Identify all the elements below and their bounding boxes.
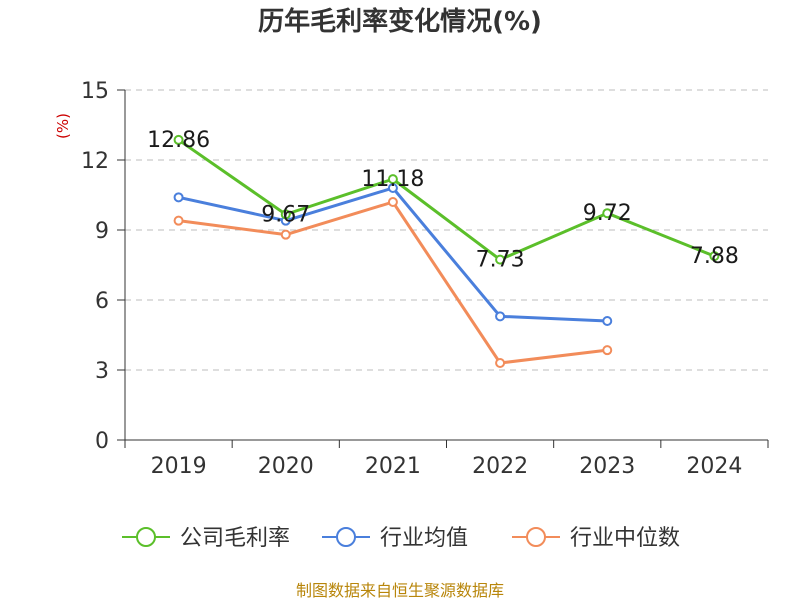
x-tick-label: 2020 xyxy=(258,454,314,479)
series-group xyxy=(173,134,720,368)
y-axis-label: (%) xyxy=(54,113,72,139)
legend: 公司毛利率 行业均值 行业中位数 xyxy=(122,526,680,551)
x-tick-label: 2023 xyxy=(579,454,635,479)
data-label: 7.88 xyxy=(690,244,739,269)
data-point xyxy=(602,208,613,219)
series-line xyxy=(178,186,608,323)
data-point xyxy=(495,254,506,265)
legend-marker xyxy=(526,527,546,547)
chart-title: 历年毛利率变化情况(%) xyxy=(258,6,542,37)
x-tick-label: 2021 xyxy=(365,454,421,479)
data-labels: 12.86 9.67 11.18 7.73 9.72 7.88 xyxy=(147,128,739,273)
legend-label: 行业中位数 xyxy=(570,526,680,551)
gridlines xyxy=(125,89,768,371)
y-tick-label: 0 xyxy=(95,429,109,454)
data-point xyxy=(495,358,506,368)
data-label: 9.67 xyxy=(261,202,310,227)
series-line xyxy=(177,138,715,262)
y-tick-label: 9 xyxy=(95,219,109,244)
data-point xyxy=(173,134,184,145)
series-line xyxy=(178,200,608,365)
data-point xyxy=(280,209,291,220)
data-label: 7.73 xyxy=(476,248,525,273)
x-tick-label: 2024 xyxy=(686,454,742,479)
y-tick-label: 12 xyxy=(81,149,109,174)
data-point xyxy=(173,192,184,203)
legend-marker xyxy=(336,527,356,547)
data-point xyxy=(280,229,291,240)
data-point xyxy=(495,311,506,322)
y-tick-label: 3 xyxy=(95,359,109,384)
source-note: 制图数据来自恒生聚源数据库 xyxy=(296,581,504,600)
data-label: 11.18 xyxy=(361,167,424,192)
data-point xyxy=(602,316,613,326)
x-tick-label: 2019 xyxy=(151,454,207,479)
data-point xyxy=(602,345,613,356)
data-label: 12.86 xyxy=(147,128,210,153)
legend-label: 公司毛利率 xyxy=(180,526,290,551)
data-point xyxy=(387,174,398,185)
legend-label: 行业均值 xyxy=(380,526,468,551)
legend-marker xyxy=(136,527,156,547)
data-point xyxy=(387,197,398,207)
data-point xyxy=(709,251,720,262)
data-point xyxy=(173,215,184,226)
y-tick-label: 15 xyxy=(81,79,109,104)
axes: 0 3 6 9 12 15 2019 2020 2021 2022 2023 2024 xyxy=(81,79,769,479)
data-label: 9.72 xyxy=(583,201,632,226)
y-tick-label: 6 xyxy=(95,289,109,314)
x-tick-label: 2022 xyxy=(472,454,528,479)
